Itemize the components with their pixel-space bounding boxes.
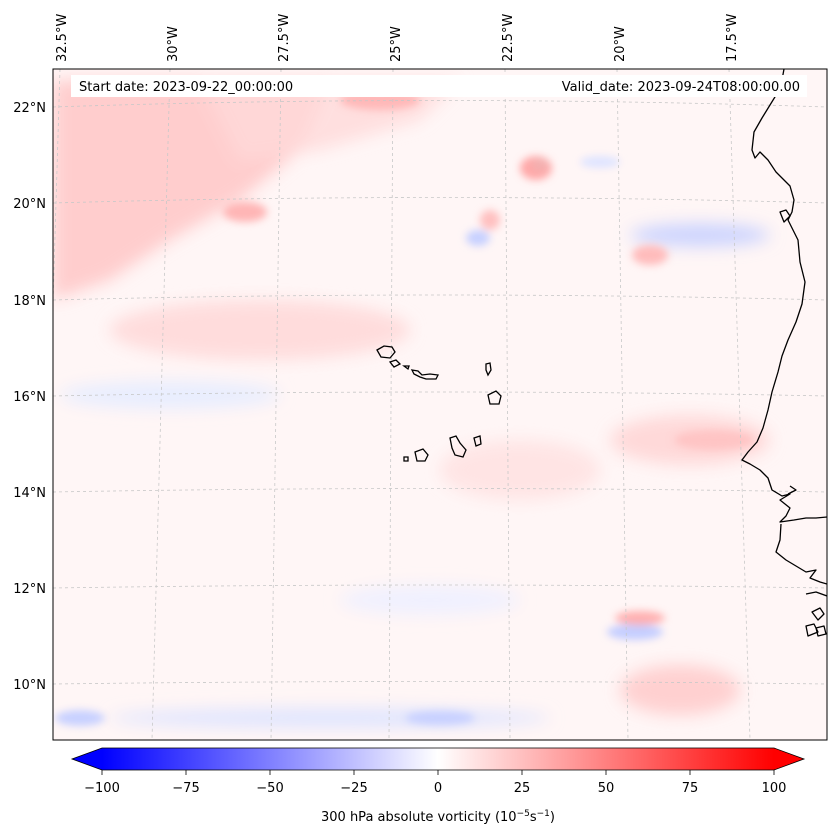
colorbar-label-end: ) bbox=[550, 810, 555, 825]
negative-blob-2 bbox=[607, 624, 663, 640]
colorbar: −100 −75 −50 −25 0 25 50 75 100 300 hPa … bbox=[70, 747, 806, 825]
positive-blob-3 bbox=[223, 202, 267, 222]
senegal-coast-island bbox=[779, 209, 791, 223]
island-brava bbox=[403, 456, 409, 462]
gambia-estuary bbox=[787, 485, 797, 495]
gridline-lat-20N bbox=[53, 197, 827, 204]
positive-blob-6 bbox=[632, 245, 668, 265]
negative-blob-1 bbox=[466, 230, 490, 246]
colorbar-tick-label: 100 bbox=[762, 781, 787, 796]
island-sao-nicolau bbox=[410, 369, 439, 380]
guinea-bissau-islands-2 bbox=[805, 623, 819, 637]
colorbar-tick-label: 50 bbox=[598, 781, 615, 796]
coastlines bbox=[741, 69, 827, 637]
colorbar-tick-label: −100 bbox=[84, 781, 120, 796]
lon-label-25W: 25°W bbox=[389, 26, 404, 62]
lat-label-16N: 16°N bbox=[13, 390, 46, 405]
lat-label-12N: 12°N bbox=[13, 582, 46, 597]
gridline-lon-17-5W bbox=[728, 69, 751, 740]
colorbar-tick-label: 25 bbox=[514, 781, 531, 796]
cape-verde-islands bbox=[376, 345, 502, 462]
lat-label-14N: 14°N bbox=[13, 486, 46, 501]
gridlines bbox=[53, 69, 827, 740]
positive-blob-5 bbox=[615, 611, 665, 625]
lon-label-22-5W: 22.5°W bbox=[501, 14, 516, 62]
lat-label-10N: 10°N bbox=[13, 678, 46, 693]
colorbar-label-main: 300 hPa absolute vorticity (10 bbox=[321, 810, 517, 825]
colorbar-gradient bbox=[102, 748, 774, 770]
island-santiago bbox=[449, 435, 467, 458]
colorbar-tick-label: 75 bbox=[682, 781, 699, 796]
colorbar-label-exp2: −1 bbox=[537, 809, 550, 819]
lat-label-18N: 18°N bbox=[13, 294, 46, 309]
lon-label-17-5W: 17.5°W bbox=[725, 14, 740, 62]
island-maio bbox=[473, 435, 482, 447]
island-boa-vista bbox=[487, 390, 502, 405]
negative-patch-west bbox=[60, 381, 280, 409]
positive-blob-4 bbox=[480, 210, 500, 230]
colorbar-tick-label: −75 bbox=[172, 781, 199, 796]
colorbar-tick-labels: −100 −75 −50 −25 0 25 50 75 100 bbox=[84, 781, 786, 796]
annotation-box bbox=[71, 75, 807, 97]
positive-patch-mid-west bbox=[110, 300, 410, 360]
lat-label-20N: 20°N bbox=[13, 197, 46, 212]
gridline-lat-16N bbox=[53, 391, 827, 397]
colorbar-extend-high bbox=[774, 748, 804, 770]
island-santo-antao bbox=[376, 345, 396, 359]
colorbar-tick-label: −50 bbox=[256, 781, 283, 796]
negative-patch-northeast bbox=[630, 223, 770, 247]
lat-label-22N: 22°N bbox=[13, 101, 46, 116]
gridline-lat-22N bbox=[53, 100, 827, 108]
map-panel: Start date: 2023-09-22_00:00:00 Valid_da… bbox=[13, 14, 828, 741]
gridline-lat-14N bbox=[53, 488, 827, 493]
map-frame bbox=[52, 68, 828, 741]
colorbar-label: 300 hPa absolute vorticity (10−5s−1) bbox=[321, 809, 555, 825]
lon-label-30W: 30°W bbox=[166, 26, 181, 62]
latitude-labels: 22°N 20°N 18°N 16°N 14°N 12°N 10°N bbox=[13, 101, 46, 693]
lon-label-32-5W: 32.5°W bbox=[55, 14, 70, 62]
colorbar-ticks bbox=[101, 770, 775, 775]
vorticity-field bbox=[53, 69, 827, 740]
positive-patch-central bbox=[440, 440, 600, 500]
negative-blob-5 bbox=[405, 711, 475, 725]
negative-band-south bbox=[110, 708, 550, 728]
positive-patch-southeast bbox=[620, 665, 740, 715]
gridline-lon-25W bbox=[388, 69, 394, 740]
start-date-label: Start date: 2023-09-22_00:00:00 bbox=[79, 80, 293, 95]
negative-patch-south-mid bbox=[340, 585, 520, 615]
colorbar-tick-label: 0 bbox=[434, 781, 442, 796]
negative-blob-3 bbox=[532, 159, 548, 171]
island-santa-luzia bbox=[402, 365, 410, 371]
colorbar-label-exp1: −5 bbox=[517, 809, 530, 819]
positive-blob-7 bbox=[674, 430, 754, 450]
colorbar-extend-low bbox=[72, 748, 102, 770]
guinea-bissau-islands-3 bbox=[815, 625, 827, 637]
island-fogo bbox=[414, 448, 429, 462]
gridline-lon-27-5W bbox=[270, 69, 282, 740]
island-sal bbox=[485, 362, 492, 377]
valid-date-label: Valid_date: 2023-09-24T08:00:00.00 bbox=[562, 80, 800, 95]
lon-label-20W: 20°W bbox=[613, 26, 628, 62]
island-sao-vicente bbox=[388, 359, 402, 368]
gridline-lat-10N bbox=[53, 681, 827, 685]
gridline-lat-12N bbox=[53, 584, 827, 589]
negative-blob-4 bbox=[55, 710, 105, 726]
guinea-bissau-islands-1 bbox=[811, 607, 825, 621]
lon-label-27-5W: 27.5°W bbox=[277, 14, 292, 62]
colorbar-label-mid: s bbox=[530, 810, 537, 825]
gridline-lon-20W bbox=[616, 69, 629, 740]
gridline-lon-22-5W bbox=[504, 69, 511, 740]
colorbar-tick-label: −25 bbox=[340, 781, 367, 796]
longitude-labels: 32.5°W 30°W 27.5°W 25°W 22.5°W 20°W 17.5… bbox=[55, 14, 740, 62]
gridline-lon-30W bbox=[151, 69, 171, 740]
africa-coastline bbox=[741, 69, 827, 597]
negative-blob-6 bbox=[580, 156, 620, 168]
